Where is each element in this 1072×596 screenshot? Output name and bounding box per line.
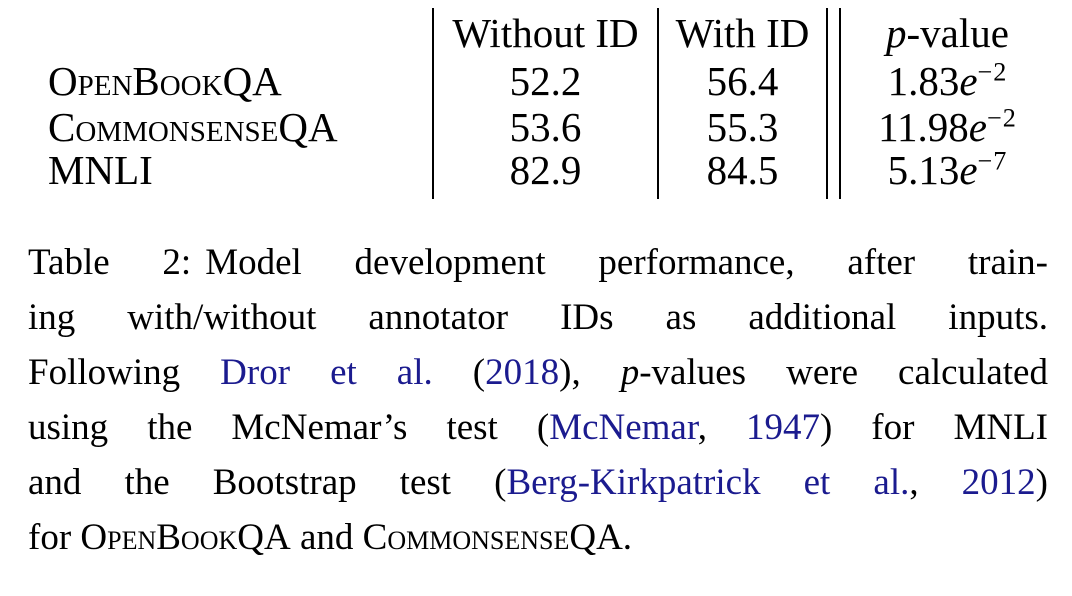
caption-line: using the McNemar’s test (McNemar, 1947)… [28, 400, 1048, 455]
citation-link-dror[interactable]: Dror et al. [220, 352, 433, 393]
p-mantissa: 5.13 [887, 147, 960, 193]
caption-text: for [28, 517, 81, 558]
row-label-mnli: MNLI [48, 147, 153, 193]
caption-text: ( [432, 352, 486, 393]
corner-cell [48, 8, 433, 58]
double-rule-separator [826, 58, 841, 104]
caption-text: Following [28, 352, 221, 393]
caption-line: and the Bootstrap test (Berg-Kirkpatrick… [28, 455, 1048, 510]
p-exponent: −2 [987, 102, 1017, 132]
without-id-cell: 52.2 [432, 58, 658, 104]
table-row: OpenBookQA 52.2 56.4 1.83e−2 [48, 58, 1054, 104]
p-value-header-p: p [886, 9, 907, 56]
caption-text: ), [559, 352, 621, 393]
p-mantissa: 1.83 [887, 57, 960, 104]
caption-line: Table 2: Model development performance, a… [28, 235, 1048, 290]
double-rule-separator [826, 8, 841, 58]
caption-text: Model development performance, after tra… [205, 242, 1048, 283]
results-table: Without ID With ID p-value OpenBookQA 52… [48, 8, 1054, 199]
double-rule-separator [826, 104, 841, 150]
caption-text: ing with/without annotator IDs as additi… [28, 297, 1048, 338]
p-exponent: −2 [977, 56, 1008, 86]
p-value-cell: 5.13e−7 [840, 147, 1054, 199]
column-header-with-id: With ID [657, 8, 827, 58]
caption-text: using the McNemar’s test ( [28, 407, 550, 448]
p-e-symbol: e [959, 57, 978, 104]
column-header-p-value: p-value [840, 8, 1054, 58]
with-id-cell: 84.5 [657, 150, 827, 199]
column-header-without-id: Without ID [432, 8, 658, 58]
caption-text: , [909, 462, 962, 503]
caption-text: ) [1035, 462, 1048, 503]
caption-text: . [622, 517, 633, 558]
p-value-header-rest: -value [906, 9, 1009, 56]
without-id-cell: 82.9 [432, 150, 658, 199]
citation-link-dror-year[interactable]: 2018 [485, 352, 560, 393]
citation-link-mcnemar[interactable]: McNemar [549, 407, 698, 448]
caption-text: and the Bootstrap test ( [28, 462, 507, 503]
caption-line: ing with/without annotator IDs as additi… [28, 290, 1048, 345]
with-id-cell: 55.3 [657, 104, 827, 150]
p-value-cell: 1.83e−2 [840, 58, 1054, 104]
double-rule-separator [826, 150, 841, 199]
row-label-commonsenseqa: CommonsenseQA [48, 103, 338, 150]
citation-link-mcnemar-year[interactable]: 1947 [745, 407, 820, 448]
caption-line: for OpenBookQA and CommonsenseQA. [28, 510, 1048, 565]
caption-line: Following Dror et al. (2018), p-values w… [28, 345, 1048, 400]
caption-text: and [290, 517, 363, 558]
caption-label: Table 2: [28, 242, 192, 283]
citation-link-berg-kirkpatrick[interactable]: Berg-Kirkpatrick et al. [506, 462, 910, 503]
table-header-row: Without ID With ID p-value [48, 8, 1054, 58]
caption-smallcaps-commonsenseqa: CommonsenseQA [362, 517, 623, 558]
p-value-cell: 11.98e−2 [840, 104, 1054, 150]
table-caption: Table 2: Model development performance, a… [28, 235, 1048, 565]
caption-text: , [697, 407, 746, 448]
p-mantissa: 11.98 [878, 103, 969, 150]
caption-smallcaps-openbookqa: OpenBookQA [80, 517, 291, 558]
caption-italic-p: p [620, 352, 640, 393]
table-row: MNLI 82.9 84.5 5.13e−7 [48, 147, 1054, 199]
caption-text: ) for MNLI [819, 407, 1049, 448]
p-e-symbol: e [959, 147, 978, 193]
p-e-symbol: e [968, 103, 987, 150]
table-row: CommonsenseQA 53.6 55.3 11.98e−2 [48, 104, 1054, 150]
without-id-cell: 53.6 [432, 104, 658, 150]
row-label-openbookqa: OpenBookQA [48, 57, 282, 104]
p-exponent: −7 [977, 146, 1008, 176]
caption-text: -values were calculated [639, 352, 1048, 393]
citation-link-berg-kirkpatrick-year[interactable]: 2012 [961, 462, 1036, 503]
with-id-cell: 56.4 [657, 58, 827, 104]
